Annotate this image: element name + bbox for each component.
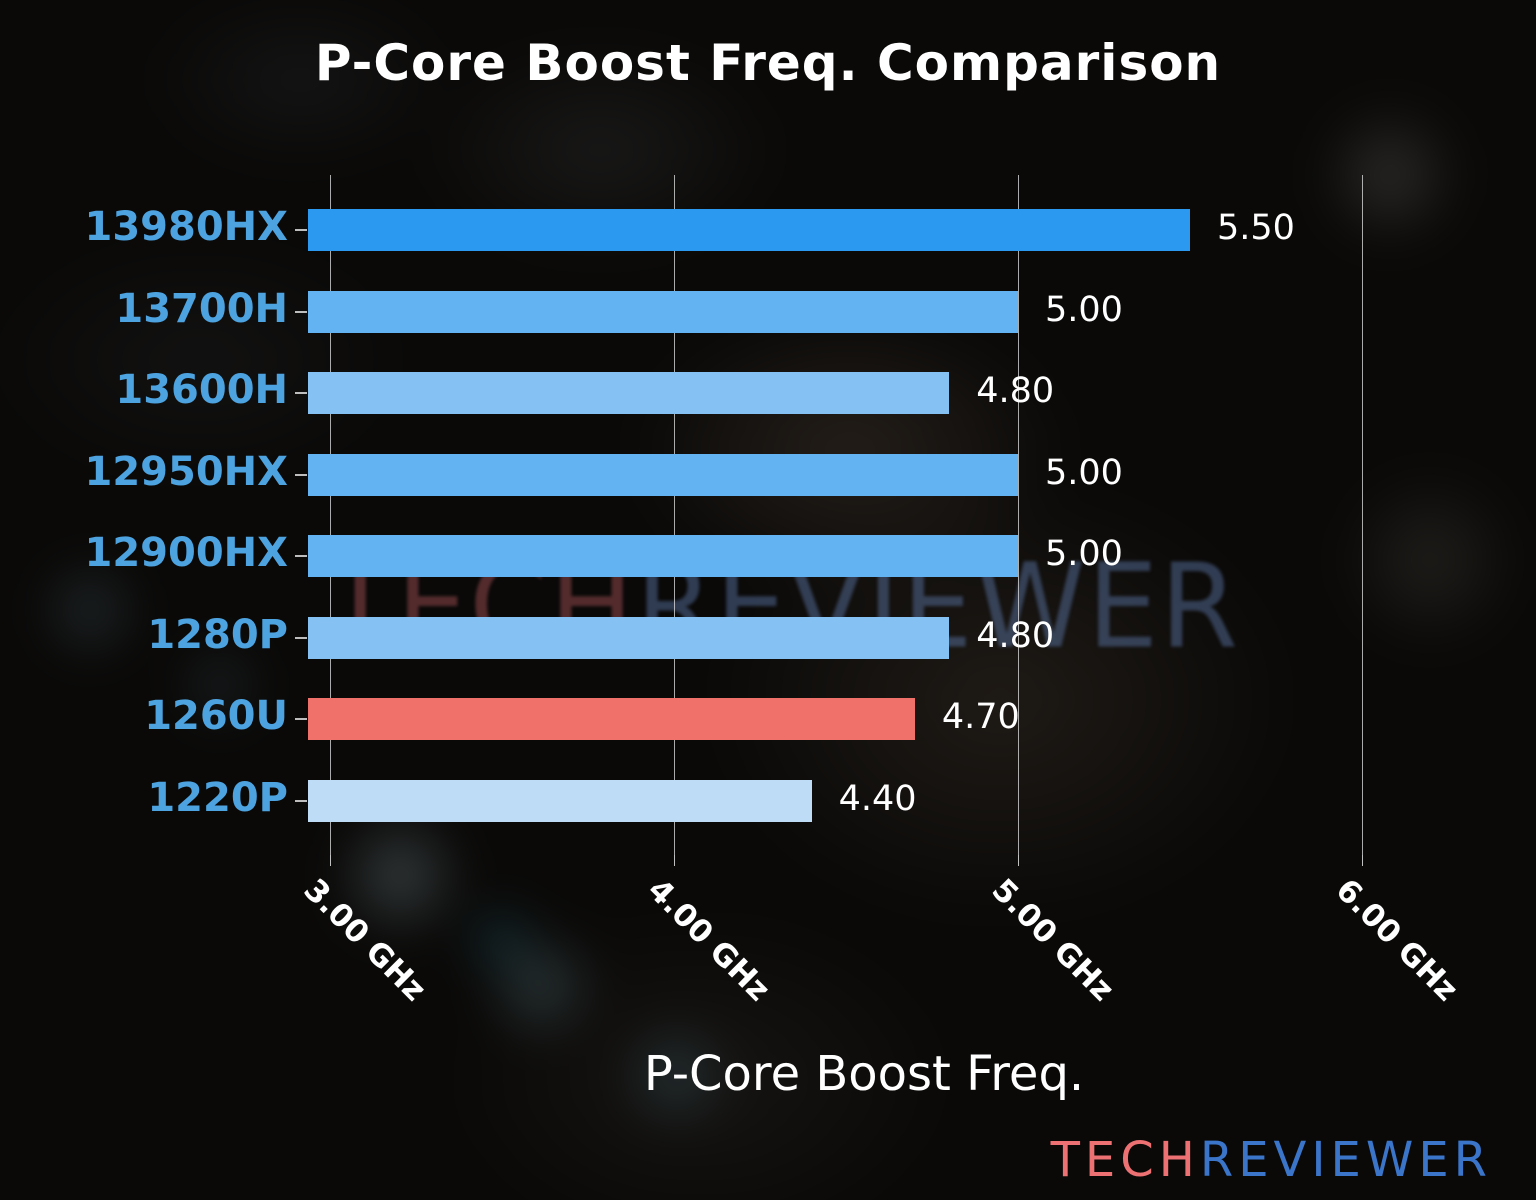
x-axis-tick (674, 855, 676, 866)
y-axis-tick (295, 229, 307, 231)
y-axis-tick (295, 392, 307, 395)
chart-title: P-Core Boost Freq. Comparison (314, 34, 1222, 92)
x-tick-label: 5.00 GHz (984, 872, 1121, 1009)
category-label: 12950HX (84, 448, 288, 495)
gridline (1018, 175, 1020, 855)
category-label: 1220P (147, 774, 288, 821)
x-axis-title: P-Core Boost Freq. (643, 1046, 1085, 1102)
y-axis-tick (295, 718, 307, 721)
brand-tech: TECH (1050, 1132, 1200, 1188)
value-label: 4.40 (838, 778, 917, 819)
bar-13600H (308, 372, 950, 415)
bar-13700H (308, 290, 1019, 333)
y-axis-tick (295, 310, 307, 313)
bar-1260U (308, 698, 915, 741)
y-axis-tick (295, 555, 307, 558)
brand-logo: TECHREVIEWER (1051, 1132, 1492, 1188)
category-label: 13980HX (84, 204, 288, 250)
value-label: 5.00 (1045, 289, 1123, 330)
x-tick-label: 6.00 GHz (1328, 872, 1465, 1009)
x-axis-tick (330, 855, 332, 866)
gridline (330, 175, 332, 855)
y-axis-tick (295, 799, 307, 802)
x-axis-tick (1362, 855, 1364, 866)
bar-12950HX (308, 453, 1019, 496)
value-label: 4.80 (976, 615, 1055, 656)
value-label: 4.70 (941, 697, 1020, 738)
category-label: 12900HX (84, 530, 288, 577)
gridline (1362, 175, 1364, 855)
y-axis-tick (295, 636, 307, 639)
value-label: 4.80 (976, 371, 1055, 412)
x-axis-tick (1018, 855, 1020, 866)
category-label: 13600H (115, 367, 288, 414)
value-label: 5.50 (1217, 208, 1295, 248)
value-label: 5.00 (1045, 534, 1123, 575)
category-label: 13700H (115, 285, 288, 332)
bar-1220P (308, 779, 812, 822)
category-label: 1260U (144, 693, 288, 740)
brand-reviewer: REVIEWER (1199, 1132, 1492, 1188)
bar-12900HX (308, 535, 1019, 578)
bar-1280P (308, 616, 950, 659)
bar-13980HX (308, 209, 1191, 251)
category-label: 1280P (147, 611, 288, 658)
gridline (674, 175, 676, 855)
y-axis-tick (295, 473, 307, 476)
x-tick-label: 3.00 GHz (296, 872, 433, 1009)
value-label: 5.00 (1045, 452, 1123, 493)
x-tick-label: 4.00 GHz (640, 872, 777, 1009)
